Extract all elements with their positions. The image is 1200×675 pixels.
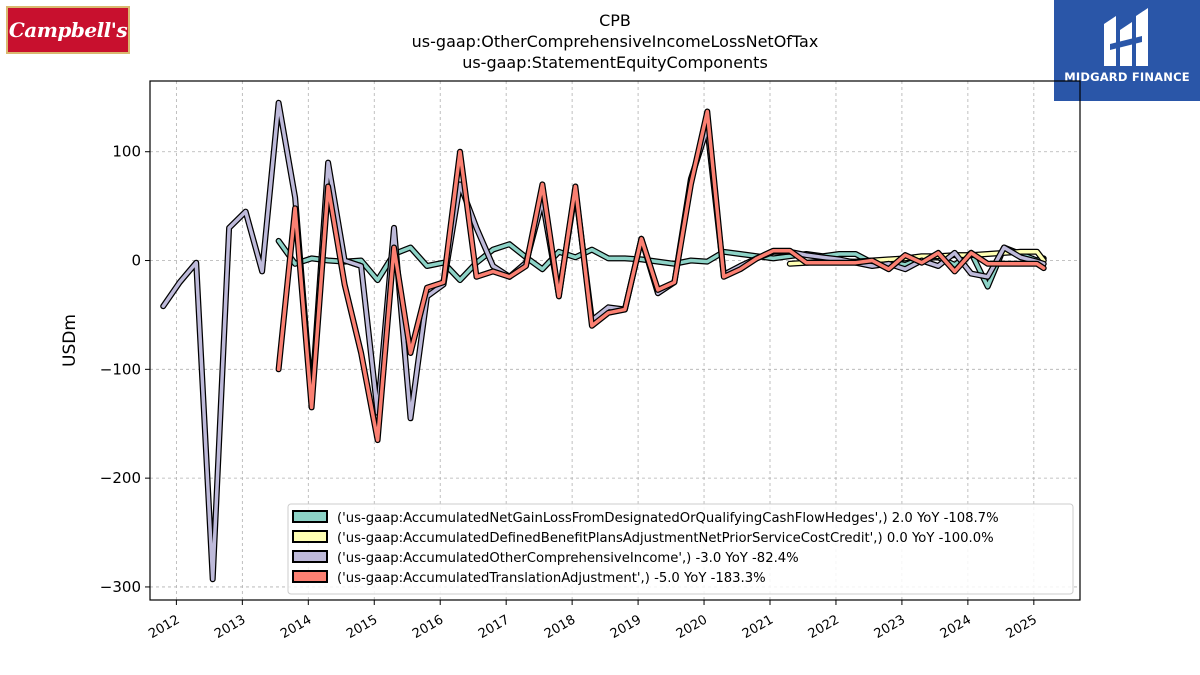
- y-tick-label: −300: [100, 578, 141, 596]
- series-line: [276, 109, 1046, 442]
- legend-entry: ('us-gaap:AccumulatedDefinedBenefitPlans…: [337, 531, 994, 546]
- midgard-finance-logo: MIDGARD FINANCE: [1054, 0, 1200, 101]
- midgard-emblem-icon: [1104, 8, 1148, 66]
- x-tick-label: 2021: [740, 612, 776, 642]
- series-outline: [275, 108, 1047, 444]
- legend: ('us-gaap:AccumulatedNetGainLossFromDesi…: [287, 503, 1074, 595]
- x-tick-label: 2025: [1004, 612, 1040, 642]
- legend-entry: ('us-gaap:AccumulatedNetGainLossFromDesi…: [337, 511, 999, 526]
- y-tick-label: 0: [131, 252, 141, 270]
- series-lines: [160, 99, 1047, 583]
- x-tick-label: 2019: [608, 612, 644, 642]
- x-tick-label: 2013: [212, 612, 248, 642]
- campbells-logo-text: Campbell's: [8, 18, 128, 42]
- legend-swatch: [292, 570, 328, 583]
- legend-entry: ('us-gaap:AccumulatedTranslationAdjustme…: [337, 571, 766, 586]
- legend-entry: ('us-gaap:AccumulatedOtherComprehensiveI…: [337, 551, 799, 566]
- legend-swatch: [292, 530, 328, 543]
- chart-title-line: us-gaap:StatementEquityComponents: [462, 53, 768, 72]
- legend-swatch: [292, 510, 328, 523]
- x-tick-label: 2014: [278, 612, 314, 642]
- x-tick-label: 2024: [938, 612, 974, 642]
- x-tick-label: 2015: [344, 612, 380, 642]
- y-tick-label: −200: [100, 469, 141, 487]
- y-axis-label: USDm: [60, 314, 80, 367]
- plot-frame: [149, 80, 1081, 601]
- x-tick-label: 2012: [146, 612, 182, 642]
- campbells-logo: Campbell's: [6, 6, 130, 54]
- midgard-logo-text: MIDGARD FINANCE: [1064, 70, 1190, 84]
- x-tick-label: 2018: [542, 612, 578, 642]
- y-tick-label: 100: [112, 143, 141, 161]
- chart-title-line: CPB: [599, 11, 631, 30]
- x-tick-label: 2022: [806, 612, 842, 642]
- chart-title-line: us-gaap:OtherComprehensiveIncomeLossNetO…: [412, 32, 819, 51]
- x-tick-label: 2020: [674, 612, 710, 642]
- x-tick-label: 2017: [476, 612, 512, 642]
- legend-swatch: [292, 550, 328, 563]
- chart-title: CPB us-gaap:OtherComprehensiveIncomeLossN…: [412, 11, 819, 72]
- y-tick-label: −100: [100, 360, 141, 378]
- x-tick-label: 2016: [410, 612, 446, 642]
- legend-box: [287, 503, 1074, 595]
- x-tick-label: 2023: [872, 612, 908, 642]
